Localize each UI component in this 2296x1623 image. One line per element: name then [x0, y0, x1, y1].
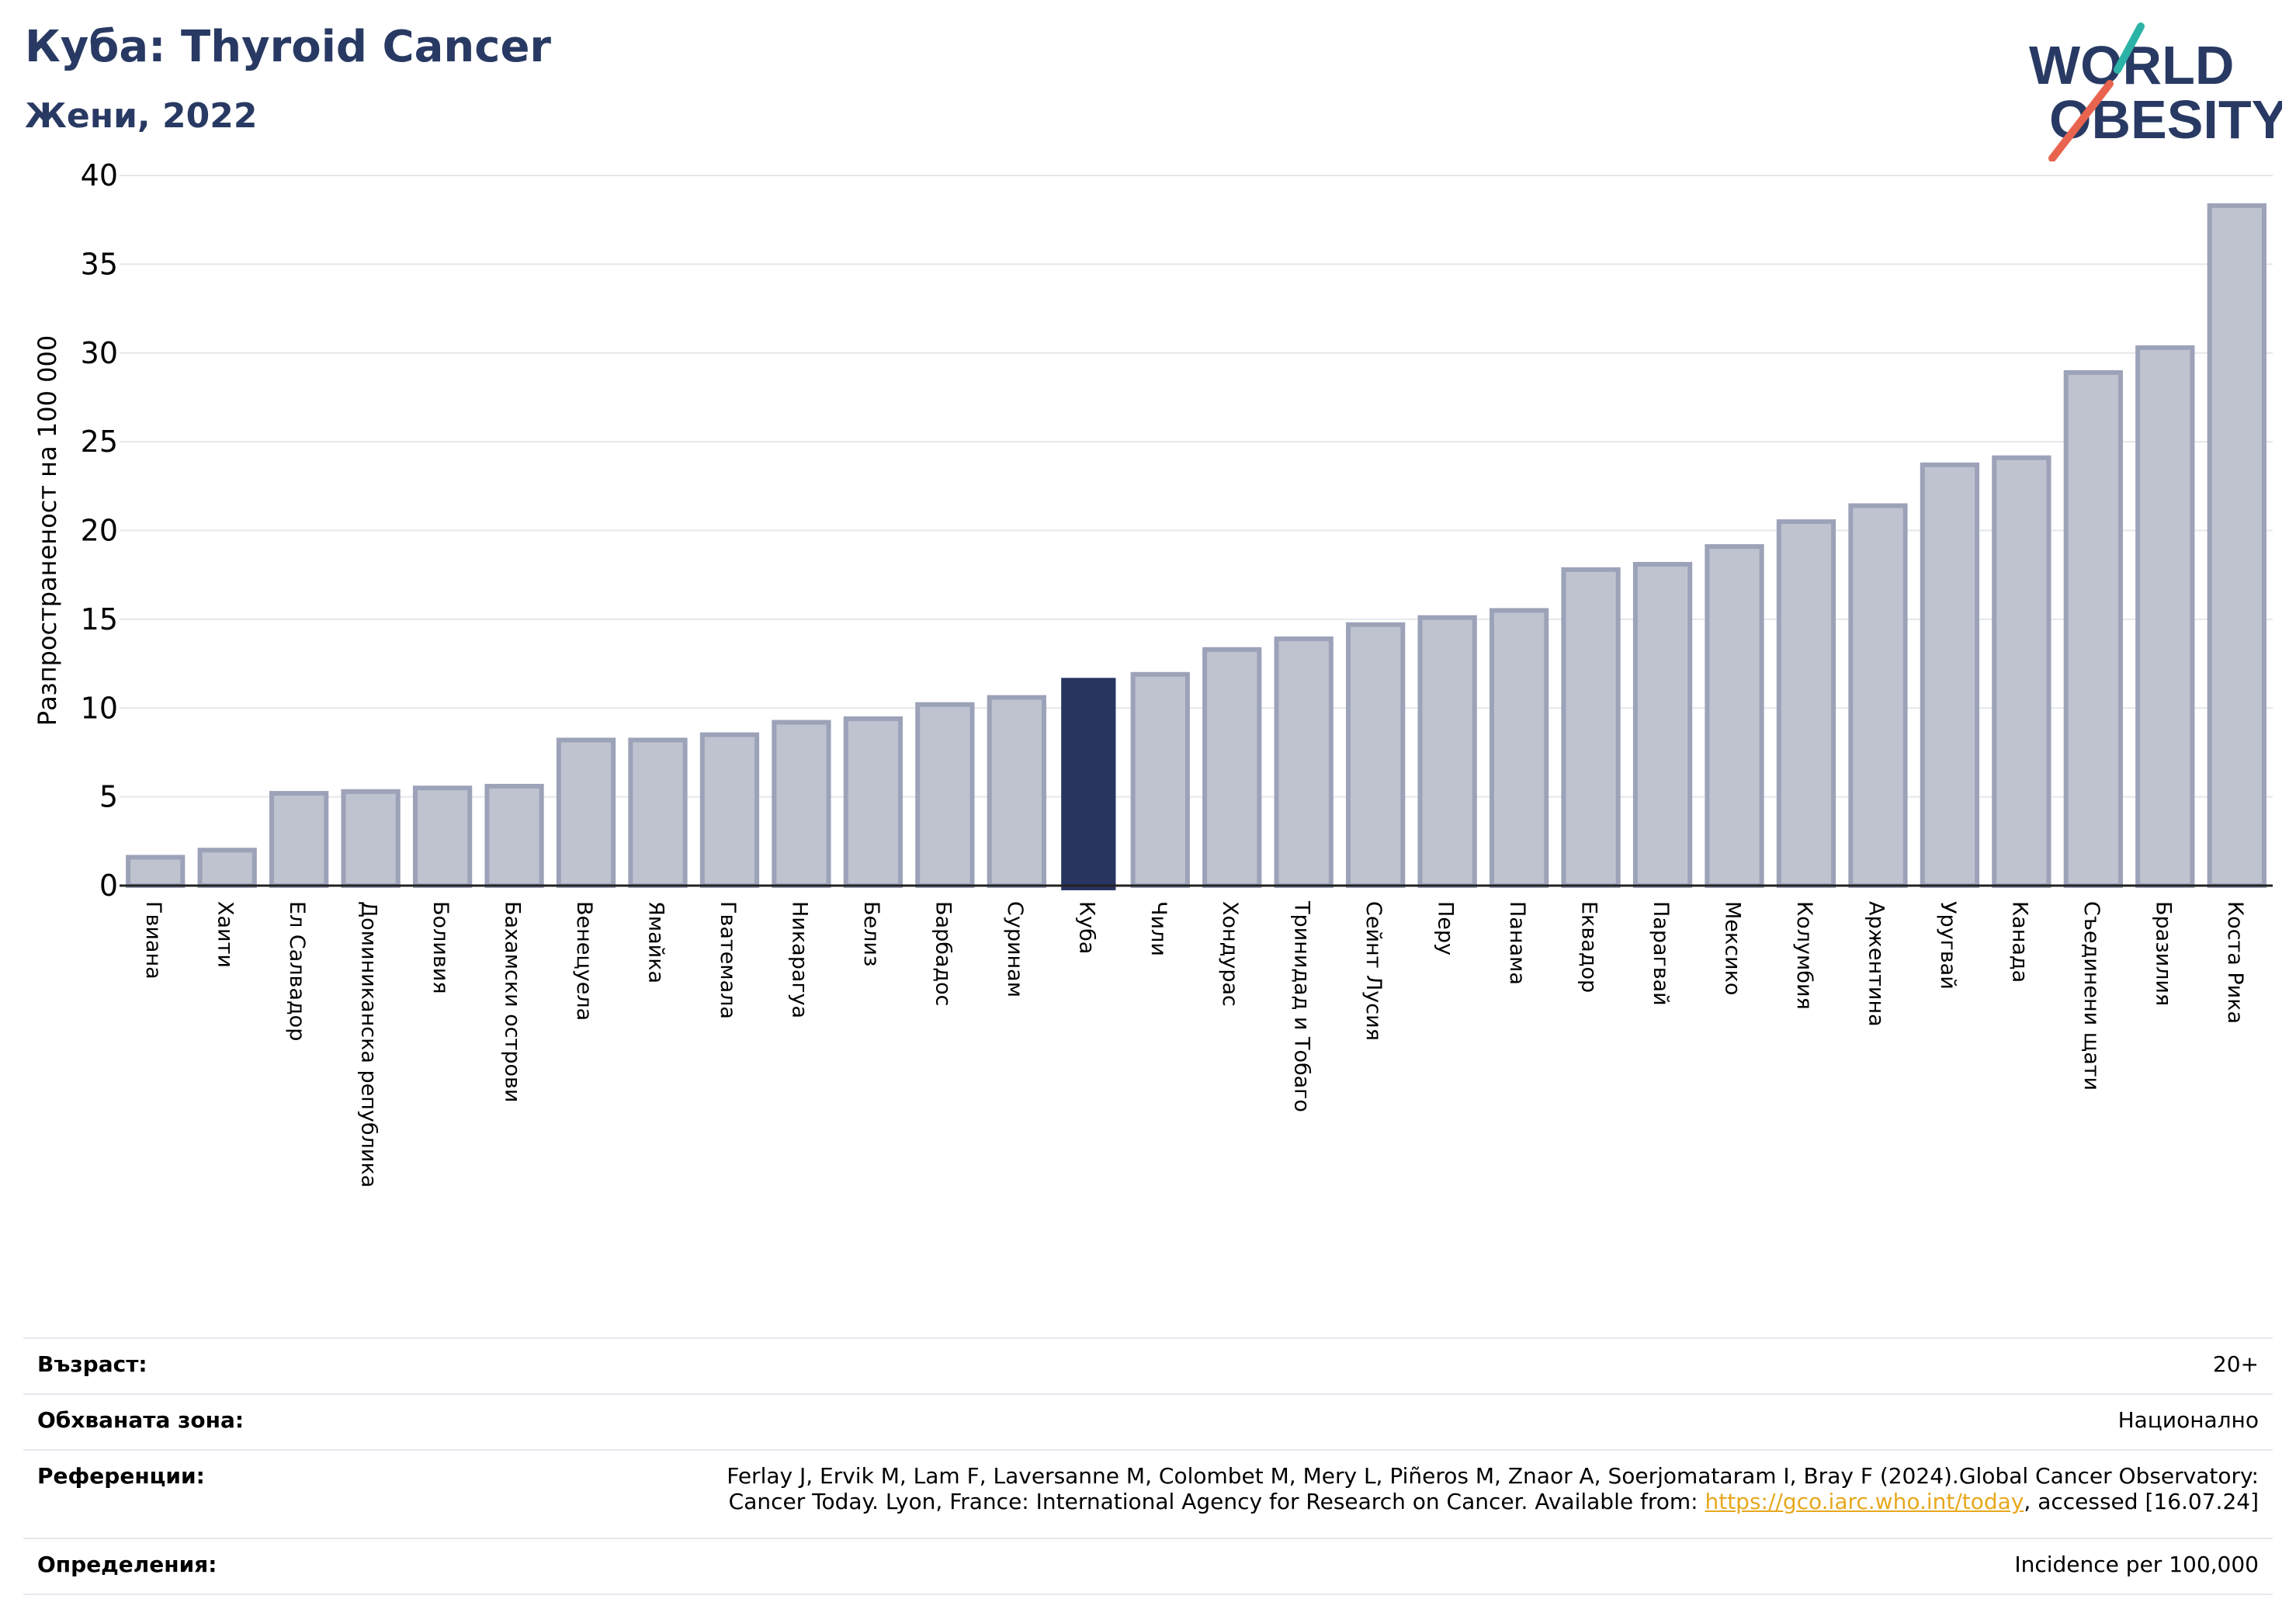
logo-slash-teal	[2114, 23, 2145, 74]
references-link[interactable]: https://gco.iarc.who.int/today	[1705, 1489, 2024, 1515]
bar	[1202, 647, 1262, 888]
x-tick-label: Ямайка	[644, 901, 668, 983]
bar	[1274, 636, 1334, 888]
info-row-age: Възраст: 20+	[23, 1337, 2273, 1393]
x-tick-label: Бразилия	[2151, 901, 2175, 1006]
y-tick-label: 20	[81, 514, 118, 548]
references-text-3: , accessed [16.07.24]	[2024, 1489, 2259, 1515]
x-tick-label: Парагвай	[1649, 901, 1673, 1006]
age-label: Възраст:	[37, 1351, 147, 1377]
info-table: Възраст: 20+ Обхваната зона: Национално …	[23, 1337, 2273, 1595]
bar	[412, 785, 473, 888]
bar	[269, 791, 329, 888]
y-tick-label: 30	[81, 336, 118, 370]
y-tick-label: 0	[99, 869, 118, 903]
bar	[699, 732, 760, 888]
x-tick-label: Аржентина	[1864, 901, 1888, 1027]
x-tick-label: Суринам	[1003, 901, 1027, 997]
definitions-value: Incidence per 100,000	[2014, 1552, 2259, 1577]
y-tick-label: 10	[81, 691, 118, 725]
bar	[556, 737, 616, 888]
zone-value: Национално	[2117, 1407, 2259, 1433]
x-tick-label: Хаити	[213, 901, 238, 968]
x-tick-label: Венецуела	[572, 901, 596, 1021]
bar	[2063, 369, 2123, 889]
x-tick-label: Тринидад и Тобаго	[1290, 900, 1314, 1112]
bar	[1489, 608, 1549, 888]
bar	[1776, 519, 1836, 888]
definitions-label: Определения:	[37, 1552, 217, 1577]
references-text-1: Ferlay J, Ervik M, Lam F, Laversanne M, …	[727, 1463, 2259, 1489]
logo-slash-coral	[2048, 80, 2114, 161]
y-axis-label: Разпространеност на 100 000	[33, 335, 62, 726]
chart-title: Куба: Thyroid Cancer	[25, 22, 552, 72]
x-tick-label: Белиз	[859, 901, 883, 966]
bar	[1705, 544, 1764, 889]
bar	[484, 783, 544, 889]
x-tick-label: Сейнт Лусия	[1361, 901, 1386, 1041]
bar	[1920, 462, 1980, 888]
logo-text-obesity: OBESITY	[2049, 89, 2282, 150]
x-tick-label: Боливия	[428, 901, 453, 994]
references-value: Ferlay J, Ervik M, Lam F, Laversanne M, …	[727, 1463, 2259, 1514]
x-tick-label: Бахамски острови	[501, 901, 525, 1102]
y-tick-label: 35	[81, 247, 118, 281]
info-row-zone: Обхваната зона: Национално	[23, 1393, 2273, 1449]
x-tick-label: Гвиана	[141, 901, 165, 980]
bar	[1992, 455, 2051, 888]
x-tick-label: Чили	[1146, 901, 1171, 956]
y-tick-label: 40	[81, 158, 118, 192]
bar	[915, 702, 975, 888]
bar	[1346, 622, 1406, 888]
x-tick-label: Доминиканска република	[357, 901, 381, 1188]
x-tick-label: Гватемала	[716, 901, 740, 1019]
x-tick-label: Канада	[2007, 901, 2031, 983]
references-text-2: Cancer Today. Lyon, France: Internationa…	[728, 1489, 1705, 1515]
x-tick-label: Ел Салвадор	[285, 901, 309, 1041]
x-tick-label: Панама	[1505, 901, 1529, 985]
zone-label: Обхваната зона:	[37, 1407, 245, 1433]
world-obesity-logo: WORLD OBESITY	[2029, 23, 2282, 161]
bar	[772, 720, 831, 888]
bar-highlight	[1061, 678, 1116, 890]
x-tick-label: Колумбия	[1792, 901, 1816, 1010]
references-label: Референции:	[37, 1463, 205, 1489]
bar	[126, 855, 186, 889]
x-tick-label: Уругвай	[1936, 901, 1960, 990]
bar	[987, 695, 1046, 889]
bar	[2135, 345, 2195, 888]
y-tick-label: 25	[81, 425, 118, 459]
bar	[843, 716, 903, 888]
bar	[1417, 615, 1477, 889]
bar	[1848, 503, 1908, 888]
bar	[197, 848, 257, 888]
x-tick-label: Барбадос	[931, 901, 955, 1006]
bar	[2207, 203, 2267, 888]
x-tick-label: Хондурас	[1218, 901, 1242, 1007]
bar	[1561, 567, 1621, 888]
bar	[1130, 671, 1190, 888]
x-tick-label: Еквадор	[1577, 901, 1601, 993]
x-tick-label: Съединени щати	[2079, 901, 2104, 1091]
info-row-references: Референции: Ferlay J, Ervik M, Lam F, La…	[23, 1449, 2273, 1538]
x-tick-label: Куба	[1074, 901, 1098, 954]
x-tick-label: Мексико	[1721, 901, 1745, 995]
bar	[1632, 561, 1693, 889]
y-tick-label: 15	[81, 602, 118, 636]
bar-chart: 0 5 10 15 20 25 30 35 40 Разпространеност на 100 …	[33, 158, 2273, 1188]
bar	[341, 789, 401, 889]
bar	[628, 737, 688, 888]
x-tick-label: Никарагуа	[787, 901, 811, 1018]
age-value: 20+	[2212, 1351, 2259, 1377]
x-tick-label: Коста Рика	[2223, 901, 2247, 1024]
x-tick-label: Перу	[1434, 901, 1458, 955]
info-row-definitions: Определения: Incidence per 100,000	[23, 1538, 2273, 1595]
y-tick-label: 5	[99, 780, 118, 814]
chart-subtitle: Жени, 2022	[25, 96, 258, 136]
